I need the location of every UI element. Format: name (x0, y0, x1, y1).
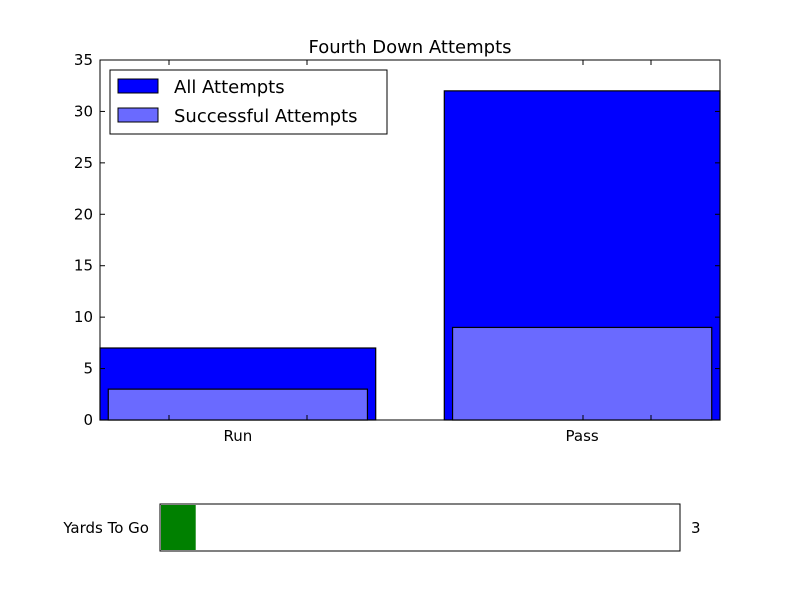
chart-title: Fourth Down Attempts (308, 37, 511, 58)
y-tick-label: 30 (74, 102, 93, 120)
legend-swatch-all-attempts (117, 78, 159, 94)
axes-frame (99, 59, 721, 421)
legend-label-successful-attempts: Successful Attempts (174, 106, 358, 127)
bar-successful-attempts-pass (451, 326, 713, 421)
yards-to-go-slider[interactable]: Yards To Go 3 (62, 503, 701, 552)
bar-successful-attempts-run (107, 388, 369, 421)
slider-value: 3 (691, 519, 701, 537)
legend-label-all-attempts: All Attempts (174, 77, 285, 98)
slider-track[interactable] (159, 503, 681, 552)
legend-swatch-successful-attempts (117, 107, 159, 123)
x-tick-label-run: Run (223, 427, 252, 445)
y-tick-label: 10 (74, 308, 93, 326)
y-tick-label: 15 (74, 257, 93, 275)
legend: All Attempts Successful Attempts (109, 69, 388, 135)
slider-fill[interactable] (161, 505, 196, 550)
y-tick-label: 25 (74, 154, 93, 172)
y-tick-label: 5 (83, 360, 93, 378)
legend-box (109, 69, 388, 135)
y-tick-label: 35 (74, 51, 93, 69)
x-tick-label-pass: Pass (566, 427, 599, 445)
slider-label: Yards To Go (62, 519, 149, 537)
y-tick-label: 0 (83, 411, 93, 429)
y-tick-label: 20 (74, 205, 93, 223)
